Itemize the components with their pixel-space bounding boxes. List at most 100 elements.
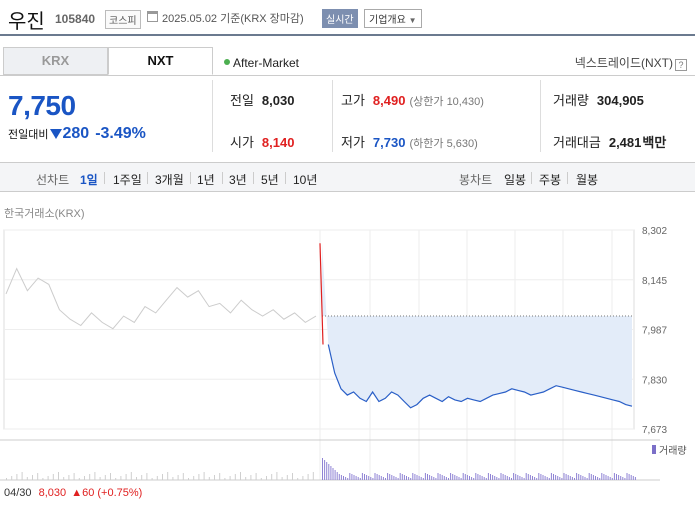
volume-bar [613,473,615,480]
prev-day-info: 04/30 8,030 ▲60 (+0.75%) [4,487,142,499]
period-3m[interactable]: 3개월 [155,173,184,187]
volume-bar [63,477,65,480]
volume-bar [502,474,504,480]
volume-bar [616,474,617,480]
volume-bar [110,473,111,480]
volume-bar [94,472,96,480]
volume-bar [125,474,127,480]
volume-bar [389,474,391,480]
divider [0,75,695,76]
volume-bar [193,476,195,480]
volume-bar [626,473,628,480]
volume-bar [630,475,632,480]
volume-bar [349,473,351,480]
volume-bar [427,474,428,480]
volume-bar [240,472,241,480]
volume-bar [595,476,596,480]
volume-bar [521,477,523,480]
volume-bar [584,477,586,480]
volume-bar [471,477,473,480]
volume-bar [347,478,349,480]
upper-limit-label: (상한가 [409,96,444,108]
volume-bar [458,477,460,480]
volume-bar [361,473,363,480]
volume-bar [508,477,510,480]
volume-bar [555,475,557,480]
volume-bar [312,472,314,480]
period-3y[interactable]: 3년 [229,173,247,187]
volume-bar [473,478,475,480]
volume-bar [418,476,420,480]
volume-bar [387,473,389,480]
volume-bar [500,473,502,480]
volume-bar [245,477,247,480]
prev-day-line [5,267,317,330]
volume-bar [559,477,561,480]
tab-nxt[interactable]: NXT [108,47,213,75]
volume-bar [437,473,439,480]
price-change: 전일대비 280 -3.49% [8,125,146,143]
volume-bar [618,475,620,480]
volume-bar [576,473,578,480]
volume-bar [441,475,443,480]
volume-bar [469,476,470,480]
volume-bar [376,474,378,480]
down-triangle-icon [50,129,63,139]
volume-bar [136,477,137,480]
period-1y[interactable]: 1년 [197,173,215,187]
volume-bar [353,475,355,480]
change-percent: -3.49% [95,125,146,142]
volume-bar [487,473,489,480]
period-1d[interactable]: 1일 [80,173,98,187]
candle-daily[interactable]: 일봉 [504,173,527,187]
volume-bar [42,478,44,480]
period-1w[interactable]: 1주일 [113,173,142,187]
volume-bar [214,475,215,480]
base-date: 2025.05.02 기준(KRX 장마감) [162,13,304,25]
stat-value: 304,905 [596,93,644,108]
open-spike [319,243,324,345]
candle-weekly[interactable]: 주봉 [539,173,562,187]
candle-monthly[interactable]: 월봉 [576,173,599,187]
stat-value: 8,030 [261,93,295,108]
lower-limit-label: (하한가 [409,138,444,150]
volume-bar [622,477,624,480]
volume-bar [322,458,323,480]
realtime-button[interactable]: 실시간 [322,9,358,28]
stat-volume: 거래량 304,905 [553,90,644,109]
volume-bar [250,475,252,480]
volume-bar [340,475,342,480]
volume-bar [188,478,189,480]
stat-label: 고가 [341,93,365,108]
tab-krx[interactable]: KRX [3,47,108,75]
volume-bar [330,466,332,480]
volume-bar [611,478,613,480]
change-amount: 280 [62,125,90,142]
volume-bar [104,475,106,480]
y-tick-label: 8,145 [642,276,667,287]
volume-bar [146,473,148,480]
volume-bar [567,475,569,480]
help-icon[interactable]: ? [675,59,687,71]
volume-bar [544,476,546,480]
volume-bar [198,474,200,480]
price-chart[interactable]: 8,3028,1457,9877,8307,67305/0210:0011:00… [0,215,695,487]
period-10y[interactable]: 10년 [293,173,318,187]
stat-value: 8,490 [372,93,406,108]
volume-bar [504,475,506,480]
volume-bar [538,473,540,480]
volume-bar [281,477,283,480]
volume-bar [448,478,449,480]
stat-prev: 전일 8,030 [230,90,294,109]
volume-bar [498,478,500,480]
stat-high: 고가 8,490 (상한가 10,430) [341,90,484,109]
company-overview-dropdown[interactable]: 기업개요 ▼ [364,9,422,28]
volume-bar [513,473,515,480]
volume-bar [366,475,368,480]
stat-value: 8,140 [261,135,295,150]
today-price-line [327,344,633,409]
line-chart-label: 선차트 [36,173,70,187]
volume-bar [52,474,54,480]
volume-bar [167,472,169,480]
period-5y[interactable]: 5년 [261,173,279,187]
